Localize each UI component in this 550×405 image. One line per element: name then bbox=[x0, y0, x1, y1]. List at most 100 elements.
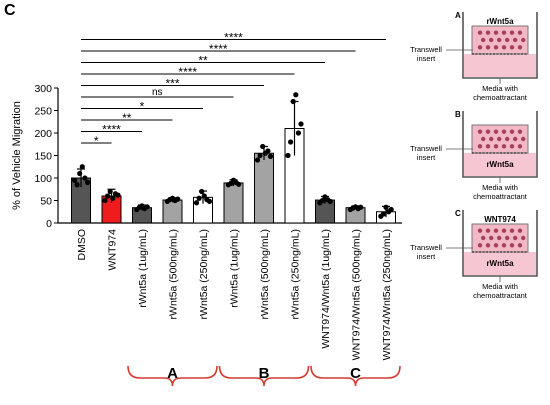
x-tick-label-8: WNT974/Wnt5a (1ug/mL) bbox=[320, 229, 332, 349]
cell-dot bbox=[493, 129, 499, 134]
cell-dot bbox=[477, 129, 483, 134]
y-tick-label-3: 150 bbox=[34, 151, 52, 163]
cell-dot bbox=[493, 30, 499, 35]
cell-dot bbox=[481, 37, 486, 43]
data-point-7-1 bbox=[288, 139, 294, 145]
significance-label-4: * bbox=[140, 100, 145, 114]
cell-dot bbox=[477, 45, 483, 50]
bottom-media bbox=[464, 153, 536, 176]
data-point-5-4 bbox=[236, 181, 242, 187]
x-tick-label-1: WNT974 bbox=[107, 229, 119, 271]
cell-dot bbox=[505, 37, 510, 43]
y-tick-label-6: 300 bbox=[34, 83, 52, 95]
data-point-1-2 bbox=[107, 188, 113, 195]
top-chamber-label: rWnt5a bbox=[486, 17, 514, 26]
cell-dot bbox=[517, 45, 523, 50]
cell-dot bbox=[493, 45, 499, 50]
cell-dot bbox=[477, 30, 483, 35]
group-label-A: A bbox=[167, 365, 178, 382]
cell-dot bbox=[493, 228, 499, 233]
data-point-0-1 bbox=[74, 182, 80, 188]
transwell-insert-label: Transwell insert bbox=[410, 144, 442, 162]
group-brace-C bbox=[310, 365, 401, 387]
bottom-chamber-label: rWnt5a bbox=[486, 160, 514, 169]
cell-dot bbox=[489, 235, 494, 241]
data-point-4-3 bbox=[201, 193, 207, 199]
media-label: Media with chemoattractant bbox=[473, 84, 528, 102]
transwell-insert-label: Transwell insert bbox=[410, 243, 442, 261]
cell-dot bbox=[521, 235, 526, 241]
schematic-letter-B: B bbox=[455, 110, 461, 119]
data-point-9-4 bbox=[358, 204, 364, 210]
cell-dot bbox=[509, 30, 515, 35]
schematic-letter-A: A bbox=[455, 11, 461, 20]
y-axis-title: % of Vehicle Migration bbox=[11, 101, 23, 210]
cell-dot bbox=[485, 45, 491, 50]
data-point-4-0 bbox=[193, 200, 200, 206]
cell-dot bbox=[497, 235, 502, 241]
cell-dot bbox=[493, 144, 499, 149]
media-label: Media with chemoattractant bbox=[473, 183, 528, 201]
cell-dot bbox=[485, 30, 491, 35]
data-point-6-4 bbox=[265, 148, 271, 154]
bar-6 bbox=[254, 152, 274, 224]
cell-dot bbox=[501, 144, 507, 149]
data-point-1-3 bbox=[110, 195, 116, 201]
group-label-C: C bbox=[350, 365, 361, 382]
cell-dot bbox=[517, 30, 523, 35]
cell-dot bbox=[477, 144, 483, 149]
data-point-6-5 bbox=[267, 153, 274, 159]
group-brace-A bbox=[127, 365, 218, 387]
y-tick-label-4: 200 bbox=[34, 128, 52, 140]
cell-dot bbox=[501, 228, 507, 233]
significance-label-10: **** bbox=[224, 31, 243, 45]
x-tick-label-7: rWnt5a (250ng/mL) bbox=[290, 229, 302, 319]
cell-dot bbox=[477, 228, 483, 233]
x-tick-label-9: WNT974/Wnt5a (500ng/mL) bbox=[351, 229, 363, 360]
data-point-7-4 bbox=[295, 130, 301, 136]
data-point-10-4 bbox=[388, 206, 394, 213]
data-point-0-3 bbox=[79, 164, 85, 170]
x-tick-label-3: rWnt5a (500ng/mL) bbox=[168, 229, 180, 319]
data-point-1-1 bbox=[105, 193, 111, 199]
transwell-insert-label: Transwell insert bbox=[410, 45, 442, 63]
cell-dot bbox=[505, 235, 510, 241]
data-point-7-5 bbox=[298, 121, 304, 127]
cell-dot bbox=[517, 129, 523, 134]
bar-5 bbox=[223, 182, 244, 224]
cell-dot bbox=[489, 37, 494, 43]
top-chamber-label: WNT974 bbox=[484, 215, 516, 224]
significance-label-5: ns bbox=[152, 87, 163, 98]
group-brace-B bbox=[218, 365, 310, 387]
cell-dot bbox=[477, 243, 483, 248]
cell-dot bbox=[485, 144, 491, 149]
cell-dot bbox=[513, 37, 518, 43]
data-point-6-0 bbox=[254, 157, 261, 163]
significance-label-3: ** bbox=[122, 111, 132, 125]
cell-dot bbox=[501, 30, 507, 35]
cell-dot bbox=[481, 136, 486, 142]
y-tick-label-0: 0 bbox=[46, 218, 52, 230]
data-point-4-2 bbox=[199, 188, 205, 195]
cell-dot bbox=[517, 228, 523, 233]
cell-dot bbox=[513, 136, 518, 142]
cell-dot bbox=[509, 129, 515, 134]
cell-dot bbox=[493, 243, 499, 248]
significance-label-2: **** bbox=[102, 123, 121, 137]
cell-dot bbox=[517, 243, 523, 248]
data-point-4-1 bbox=[196, 195, 202, 201]
data-point-7-2 bbox=[290, 98, 296, 105]
cell-dot bbox=[521, 136, 526, 142]
data-point-6-2 bbox=[260, 143, 266, 150]
cell-dot bbox=[513, 235, 518, 241]
y-tick-label-1: 50 bbox=[40, 196, 52, 208]
data-point-7-0 bbox=[285, 152, 291, 159]
cell-dot bbox=[485, 129, 491, 134]
data-point-3-4 bbox=[175, 196, 181, 202]
data-point-6-1 bbox=[257, 152, 263, 159]
schematic-letter-C: C bbox=[455, 209, 461, 218]
y-tick-label-5: 250 bbox=[34, 106, 52, 118]
data-point-10-1 bbox=[380, 211, 386, 217]
cell-dot bbox=[497, 37, 502, 43]
cell-dot bbox=[497, 136, 502, 142]
